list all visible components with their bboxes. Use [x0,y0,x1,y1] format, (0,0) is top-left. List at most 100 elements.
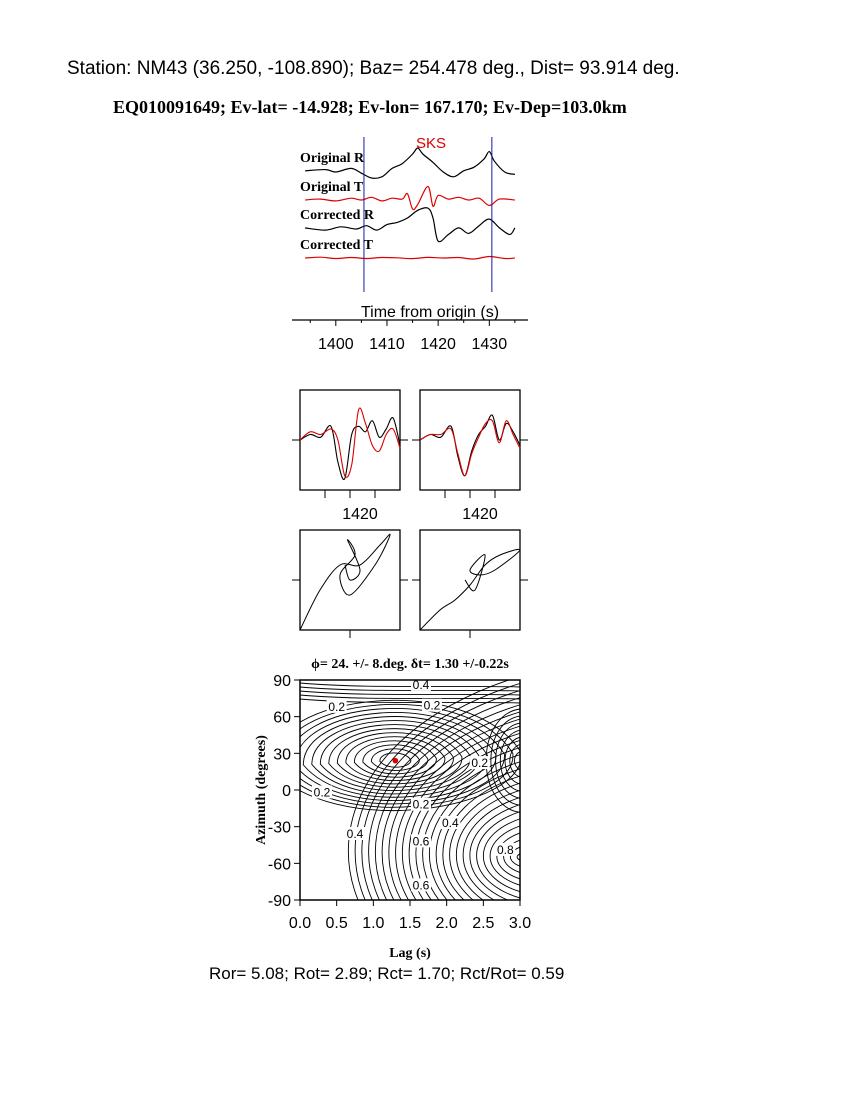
contour-fan [402,733,520,900]
contour-fan [503,839,520,873]
particle-motion-curve [419,548,521,631]
contour-band-top [300,682,520,688]
time-tick-label: 1400 [318,336,354,353]
contour-lobe-right [490,715,520,806]
ratios-line: Ror= 5.08; Rot= 2.89; Rct= 1.70; Rct/Rot… [209,964,565,983]
waveform-trace-1 [305,185,515,211]
contour-value-label: 0.2 [328,700,345,714]
window-tick-label-left: 1420 [342,506,378,523]
contour-loop [379,752,412,768]
contour-fan [422,754,520,900]
original-window-panel [292,389,408,498]
contour-value-label: 0.4 [413,678,430,692]
trace-label-original-r: Original R [300,151,365,166]
waveform-trace-0 [305,147,516,179]
panel-frame [299,389,401,491]
contour-fan [456,790,520,900]
time-tick-label: 1420 [420,336,456,353]
contour-fan [469,804,520,900]
contour-label-bg [411,834,431,848]
contour-lobe-right [499,730,520,792]
contour-y-tick-label: -60 [268,856,291,873]
contour-fan [435,768,520,900]
contour-fan [489,825,520,886]
contour-label-bg [495,842,516,856]
contour-panel: 0.4 0.2 0.2 0.2 0.2 0.2 0.4 0.4 0.6 0.8 0.6 0.0 0.5 1… [268,673,531,932]
time-tick-label: 1430 [472,336,508,353]
event-info-line: EQ010091649; Ev-lat= -14.928; Ev-lon= 16… [113,97,627,117]
contour-lobe-right [495,722,520,799]
contour-fan [354,683,520,900]
contour-y-tick-label: -30 [268,820,291,837]
contour-fan [395,725,520,900]
contour-label-bg [345,827,365,840]
contour-lobe-right [504,737,520,785]
contour-band-top [300,686,520,692]
contour-band-top [300,690,520,696]
contour-label-bg [312,785,332,799]
contour-label-bg [422,698,442,712]
contour-x-label: Lag (s) [389,946,431,961]
particle-motion-curve [299,533,391,631]
contour-value-label: 0.4 [347,827,364,841]
contour-label-bg [411,878,431,892]
contour-x-tick-label: 3.0 [509,915,531,932]
waveform-trace-3 [305,255,515,260]
contour-loop [300,704,514,808]
contour-fan [428,761,520,900]
window-tick-label-right: 1420 [462,506,498,523]
contour-fan [462,797,520,900]
contour-fan [510,846,520,867]
contour-fan [482,818,520,892]
window-markers [363,137,493,292]
contour-fan [368,697,520,900]
contour-label-bg [411,797,431,811]
contour-label-bg [326,699,347,713]
contour-y-tick-label: 60 [273,710,291,727]
window-trace-1 [299,407,401,478]
station-info-line: Station: NM43 (36.250, -108.890); Baz= 2… [67,58,680,79]
contour-x-tick-label: 1.5 [399,915,421,932]
time-axis-label: Time from origin (s) [361,304,499,321]
phase-label: SKS [416,135,446,152]
trace-label-corrected-r: Corrected R [300,208,375,223]
contour-fan [375,704,520,900]
contour-band-top [300,698,520,704]
contour-band-top [300,694,520,700]
trace-label-original-t: Original T [300,180,364,195]
waveform-panel: SKS Original R Original T Corrected R Co… [292,135,528,353]
contour-x-tick-label: 0.5 [326,915,348,932]
waveform-traces [305,147,516,260]
particle-motion-original-panel [292,529,408,638]
contour-fan [442,775,520,900]
contour-y-tick-label: 30 [273,746,291,763]
contour-value-label: 0.8 [497,843,514,857]
contour-title: ϕ= 24. +/- 8.deg. δt= 1.30 +/-0.22s [311,657,509,672]
contour-x-tick-label: 1.0 [362,915,384,932]
corrected-window-panel [412,389,528,498]
contour-value-label: 0.2 [413,798,430,812]
best-fit-point [392,757,399,764]
contour-loop [345,736,446,781]
panel-frame [419,389,521,491]
contour-label-bg [440,816,461,829]
contour-y-tick-label: -90 [268,893,291,910]
contour-fan [361,690,520,900]
particle-motion-corrected-panel [412,529,528,638]
contour-y-tick-label: 90 [273,673,291,690]
contour-value-label: 0.2 [471,756,488,770]
contour-label-bg [469,756,490,770]
contour-fan [516,853,520,861]
contour-fan [388,718,520,900]
contour-fan [476,811,520,899]
contour-loop [300,699,520,811]
window-trace-0 [299,417,401,481]
contour-value-label: 0.6 [413,834,430,848]
contour-value-label: 0.4 [442,816,459,830]
time-tick-label: 1410 [369,336,405,353]
waveform-trace-2 [305,207,516,243]
contour-y-label: Azimuth (degrees) [254,735,269,845]
trace-label-corrected-t: Corrected T [300,238,374,253]
